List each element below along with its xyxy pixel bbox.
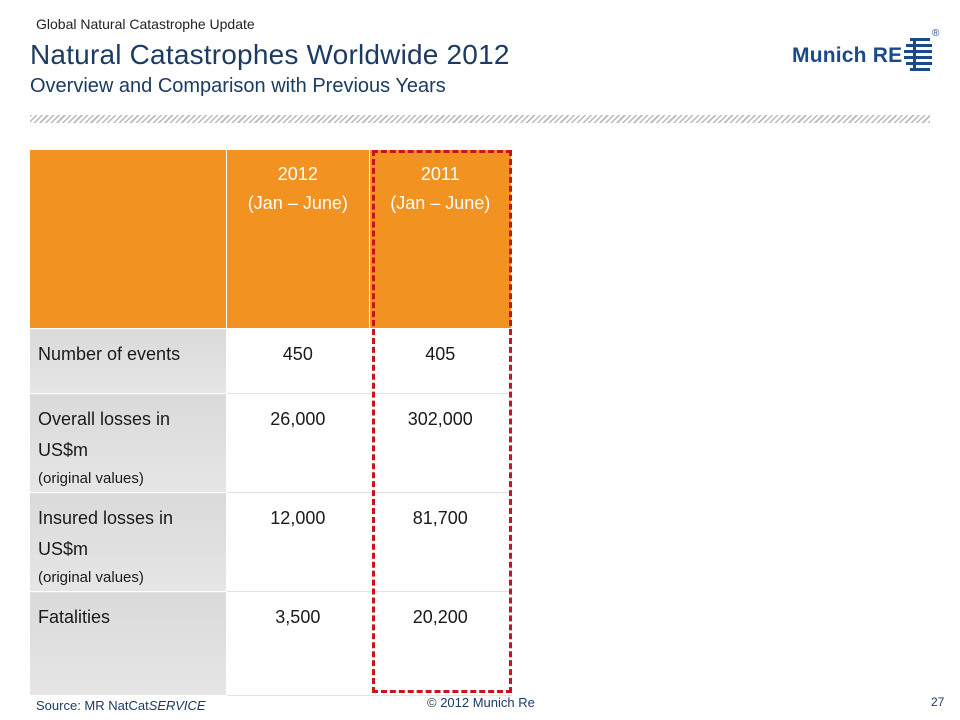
value-2011: 302,000 — [369, 393, 513, 493]
value-2012: 26,000 — [226, 393, 370, 493]
value-2011: 405 — [369, 328, 513, 394]
table-row-fatalities: Fatalities 3,500 20,200 — [30, 591, 513, 696]
row-label-text: Insured losses in — [38, 508, 174, 528]
row-label-text: Number of events — [38, 344, 181, 364]
munich-re-emblem-icon — [904, 38, 932, 71]
row-label-text: Fatalities — [38, 607, 111, 627]
header-period: (Jan – June) — [390, 193, 491, 213]
header-year: 2011 — [420, 164, 460, 184]
munich-re-logo: Munich RE ® — [792, 28, 942, 78]
value-2012: 450 — [226, 328, 370, 394]
row-label-note: (original values) — [38, 470, 144, 487]
row-label: Insured losses in US$m (original values) — [30, 492, 228, 592]
row-label: Fatalities — [30, 591, 228, 696]
kicker-text: Global Natural Catastrophe Update — [36, 16, 255, 32]
page-subtitle: Overview and Comparison with Previous Ye… — [30, 75, 446, 97]
logo-text: Munich RE — [792, 44, 903, 67]
source-note: Source: MR NatCatSERVICE — [36, 698, 206, 713]
page-number: 27 — [931, 695, 945, 709]
table-header-row: 2012 (Jan – June) 2011 (Jan – June) — [30, 150, 513, 329]
header-2012: 2012 (Jan – June) — [226, 150, 370, 329]
header-year: 2012 — [277, 164, 318, 184]
hatched-divider — [30, 115, 930, 123]
page-title: Natural Catastrophes Worldwide 2012 — [30, 39, 510, 70]
value-2012: 12,000 — [226, 492, 370, 592]
column-2011-highlight-box — [372, 150, 512, 693]
registered-mark: ® — [932, 28, 940, 39]
header-period: (Jan – June) — [247, 193, 348, 213]
table-row-insured-losses: Insured losses in US$m (original values)… — [30, 492, 513, 592]
value-2011: 20,200 — [369, 591, 513, 696]
table-row-number-of-events: Number of events 450 405 — [30, 328, 513, 394]
source-prefix: Source: MR NatCat — [36, 698, 149, 713]
copyright: © 2012 Munich Re — [427, 695, 535, 710]
row-label-text: Overall losses in — [38, 409, 171, 429]
header-blank-cell — [30, 150, 228, 329]
row-label-unit: US$m — [38, 539, 89, 559]
catastrophe-comparison-table: 2012 (Jan – June) 2011 (Jan – June) Numb… — [30, 150, 513, 696]
row-label: Overall losses in US$m (original values) — [30, 393, 228, 493]
table-row-overall-losses: Overall losses in US$m (original values)… — [30, 393, 513, 493]
row-label-unit: US$m — [38, 440, 89, 460]
row-label-note: (original values) — [38, 569, 144, 586]
value-2012: 3,500 — [226, 591, 370, 696]
row-label: Number of events — [30, 328, 228, 394]
header-2011: 2011 (Jan – June) — [369, 150, 513, 329]
source-service: SERVICE — [148, 698, 206, 713]
